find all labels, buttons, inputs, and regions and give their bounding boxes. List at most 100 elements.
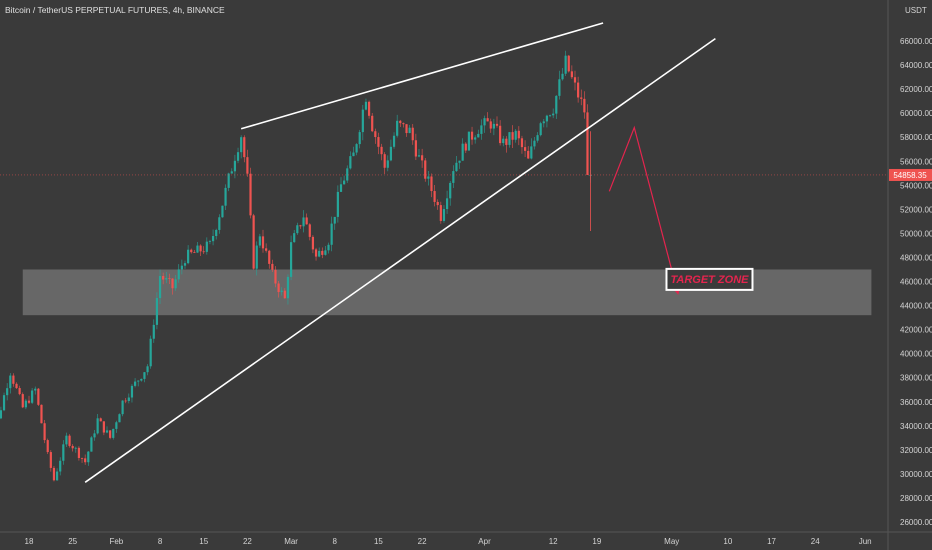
candle-body: [470, 131, 474, 140]
candle-body: [133, 381, 137, 386]
candle-body: [127, 397, 130, 402]
candle-body: [286, 276, 290, 299]
candle-body: [461, 143, 464, 161]
candle-body: [299, 225, 302, 227]
candle-body: [80, 457, 84, 459]
candle-body: [467, 131, 471, 151]
candle-body: [474, 137, 477, 140]
candle-body: [12, 375, 15, 384]
candle-body: [187, 249, 190, 264]
candle-body: [105, 430, 109, 433]
candle-body: [289, 242, 293, 277]
candle-body: [542, 121, 545, 124]
candle-body: [336, 191, 339, 217]
candle-body: [65, 435, 68, 445]
candle-body: [118, 414, 121, 423]
candle-body: [261, 236, 265, 249]
candle-body: [68, 435, 71, 446]
target-zone-label-bg: [667, 269, 752, 289]
x-tick-label: 22: [418, 537, 427, 546]
candle-body: [180, 265, 183, 270]
candle-body: [271, 263, 274, 270]
projection-arrow: [608, 125, 679, 294]
y-tick-label: 36000.00: [900, 398, 932, 407]
y-tick-label: 64000.00: [900, 61, 932, 70]
candle-body: [402, 123, 405, 125]
candle-body: [548, 115, 552, 117]
x-tick-label: Jun: [859, 537, 872, 546]
candle-body: [305, 217, 308, 225]
candle-body: [339, 184, 343, 192]
candle-body: [190, 249, 193, 253]
candle-body: [308, 224, 311, 237]
candle-body: [343, 180, 346, 185]
y-tick-label: 44000.00: [900, 302, 932, 311]
candle-body: [77, 447, 81, 458]
y-tick-label: 38000.00: [900, 374, 932, 383]
candle-body: [96, 418, 99, 434]
candle-body: [230, 171, 233, 174]
candle-body: [221, 205, 224, 218]
y-tick-label: 34000.00: [900, 422, 932, 431]
y-tick-label: 28000.00: [900, 494, 932, 503]
candle-body: [361, 109, 364, 133]
candle-body: [137, 380, 140, 382]
candle-body: [314, 249, 318, 257]
candle-body: [246, 157, 249, 174]
candle-body: [240, 137, 243, 153]
candle-body: [40, 404, 43, 424]
candle-body: [346, 168, 349, 181]
candle-body: [414, 140, 417, 157]
candle-body: [243, 137, 246, 158]
candle-body: [93, 433, 96, 438]
trendline: [84, 37, 716, 483]
candle-body: [258, 236, 261, 246]
candle-body: [109, 430, 112, 438]
candle-body: [124, 400, 127, 402]
candle-body: [455, 162, 458, 172]
y-tick-label: 60000.00: [900, 109, 932, 118]
candle-body: [536, 135, 539, 141]
candle-body: [43, 423, 46, 441]
candle-body: [311, 236, 315, 250]
candle-body: [236, 152, 240, 161]
candle-body: [211, 235, 215, 242]
candle-body: [533, 140, 536, 147]
candle-body: [545, 115, 549, 122]
candle-body: [71, 445, 74, 449]
candle-body: [74, 447, 77, 449]
candle-body: [171, 278, 174, 289]
y-tick-label: 48000.00: [900, 253, 932, 262]
candle-body: [59, 460, 62, 472]
candle-body: [321, 250, 324, 255]
y-tick-label: 42000.00: [900, 326, 932, 335]
candle-body: [396, 120, 399, 136]
candle-body: [255, 245, 258, 269]
candle-body: [233, 160, 237, 172]
candle-body: [417, 155, 421, 157]
candle-body: [421, 155, 424, 161]
y-tick-label: 40000.00: [900, 350, 932, 359]
candle-body: [327, 244, 330, 251]
candle-body: [202, 251, 205, 253]
candle-body: [149, 338, 152, 367]
candle-body: [523, 147, 527, 151]
candle-body: [277, 283, 280, 293]
x-tick-label: Mar: [284, 537, 298, 546]
candle-body: [18, 388, 21, 395]
candle-body: [386, 160, 389, 168]
candle-body: [183, 263, 187, 266]
x-tick-label: 17: [767, 537, 776, 546]
candle-body: [115, 422, 118, 429]
candle-body: [374, 131, 377, 138]
candle-body: [530, 146, 533, 159]
candle-body: [330, 223, 333, 245]
candle-body: [383, 154, 386, 168]
candle-body: [90, 437, 93, 452]
candle-body: [439, 205, 442, 221]
candle-body: [561, 73, 564, 80]
candle-body: [367, 101, 371, 116]
candle-body: [358, 132, 361, 145]
